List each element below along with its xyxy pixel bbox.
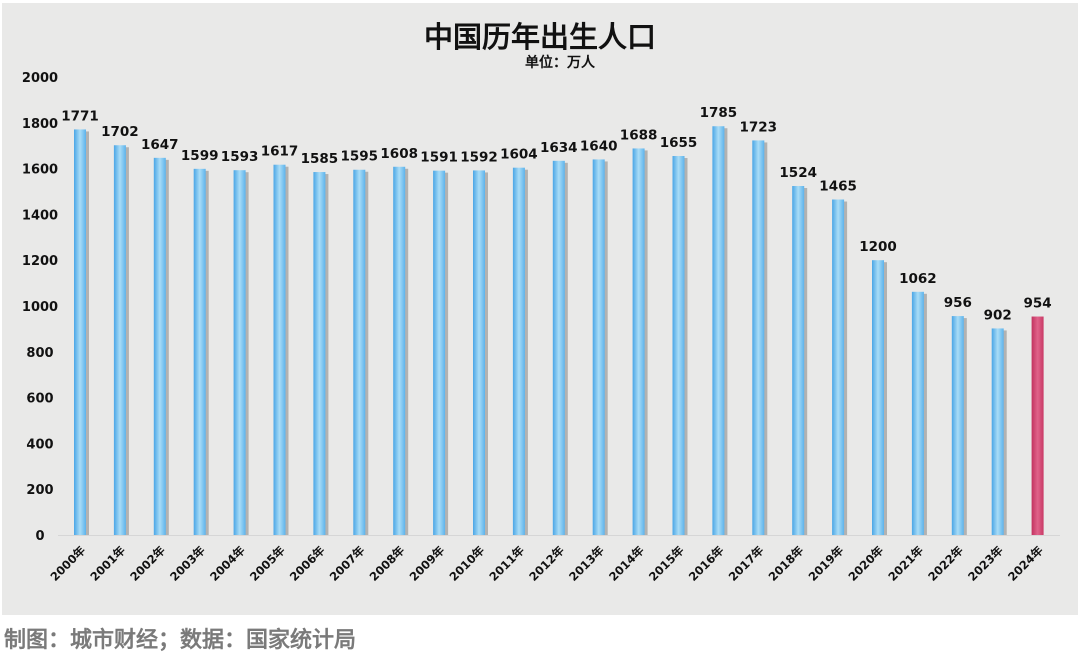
bar	[313, 172, 326, 535]
data-label: 1640	[580, 138, 618, 154]
bar	[353, 169, 366, 535]
x-tick-label: 2009年	[407, 543, 448, 584]
data-label: 1655	[660, 135, 698, 151]
data-label: 902	[984, 307, 1012, 323]
y-tick-label: 0	[35, 529, 44, 544]
data-label: 1771	[61, 108, 99, 124]
bar	[512, 167, 525, 535]
bar	[632, 148, 645, 535]
x-tick-label: 2013年	[566, 543, 607, 584]
data-label: 1585	[301, 151, 339, 167]
bar	[233, 170, 246, 535]
bar	[832, 199, 845, 535]
chart-panel	[2, 3, 1078, 615]
data-label: 1062	[899, 271, 937, 287]
x-tick-label: 2006年	[287, 543, 328, 584]
data-label: 1592	[460, 149, 498, 165]
x-tick-label: 2008年	[367, 543, 408, 584]
x-tick-label: 2017年	[726, 543, 767, 584]
y-tick-label: 1800	[22, 117, 58, 132]
bar	[752, 140, 765, 536]
data-label: 1785	[700, 105, 738, 121]
bar	[991, 328, 1004, 535]
x-tick-label: 2018年	[766, 543, 807, 584]
y-tick-label: 2000	[22, 71, 58, 86]
x-tick-label: 2007年	[327, 543, 368, 584]
bar	[911, 291, 924, 535]
x-tick-label: 2004年	[207, 543, 248, 584]
bar	[712, 126, 725, 536]
bar	[74, 129, 86, 536]
data-label: 1617	[261, 144, 299, 160]
data-label: 1599	[181, 148, 219, 164]
x-tick-label: 2023年	[965, 543, 1006, 584]
y-tick-label: 200	[26, 483, 53, 498]
data-label: 1591	[420, 150, 458, 166]
data-label: 1595	[341, 149, 379, 165]
x-tick-label: 2003年	[167, 543, 208, 584]
data-label: 1465	[819, 179, 857, 195]
data-label: 1723	[740, 119, 778, 135]
bar	[273, 164, 286, 535]
y-tick-label: 1400	[22, 208, 58, 223]
x-tick-label: 2012年	[526, 543, 567, 584]
y-tick-label: 600	[26, 392, 53, 407]
bar	[473, 170, 485, 535]
x-tick-label: 2021年	[885, 543, 926, 584]
bar	[1031, 316, 1044, 535]
data-label: 1524	[779, 165, 817, 181]
y-tick-label: 800	[26, 346, 53, 361]
x-tick-label: 2002年	[127, 543, 168, 584]
x-tick-label: 2000年	[47, 543, 88, 584]
y-tick-label: 1000	[22, 300, 58, 315]
chart-subtitle: 单位：万人	[525, 55, 595, 71]
data-label: 956	[944, 295, 972, 311]
bar	[872, 260, 884, 535]
bar	[393, 166, 406, 535]
x-tick-label: 2020年	[845, 543, 886, 584]
bar	[592, 159, 605, 535]
x-tick-label: 2015年	[646, 543, 687, 584]
bar	[193, 168, 206, 536]
bar	[113, 145, 126, 535]
data-label: 1702	[101, 124, 139, 140]
data-label: 1647	[141, 137, 179, 153]
x-tick-label: 2019年	[806, 543, 847, 584]
x-tick-label: 2016年	[686, 543, 727, 584]
x-tick-label: 2024年	[1005, 543, 1046, 584]
y-tick-label: 1600	[22, 163, 58, 178]
y-tick-label: 1200	[22, 254, 58, 269]
data-label: 1593	[221, 149, 259, 165]
x-tick-label: 2010年	[446, 543, 487, 584]
bar	[672, 156, 685, 535]
data-label: 1200	[859, 239, 897, 255]
data-label: 1608	[380, 146, 418, 162]
data-label: 1634	[540, 140, 578, 156]
source-note: 制图：城市财经；数据：国家统计局	[4, 628, 357, 653]
x-tick-label: 2022年	[925, 543, 966, 584]
x-tick-label: 2001年	[87, 543, 128, 584]
x-tick-label: 2011年	[486, 543, 527, 584]
bar	[153, 157, 166, 535]
data-label: 954	[1024, 296, 1052, 312]
bar	[951, 316, 964, 535]
data-label: 1688	[620, 127, 658, 143]
bar	[792, 186, 805, 535]
chart-title: 中国历年出生人口	[423, 20, 656, 54]
bar	[433, 170, 446, 535]
x-tick-label: 2014年	[606, 543, 647, 584]
data-label: 1604	[500, 147, 538, 163]
bar	[552, 160, 565, 535]
x-tick-label: 2005年	[247, 543, 288, 584]
y-tick-label: 400	[26, 437, 53, 452]
